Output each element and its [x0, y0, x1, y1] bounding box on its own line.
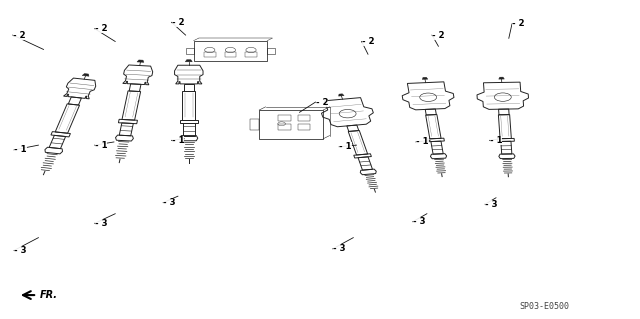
Bar: [298, 115, 310, 121]
Text: - 1: - 1: [172, 136, 184, 145]
Polygon shape: [137, 60, 144, 62]
Polygon shape: [499, 77, 504, 79]
Bar: [278, 124, 291, 130]
Polygon shape: [422, 77, 428, 79]
Text: - 1: - 1: [14, 145, 27, 154]
Text: - 1: - 1: [490, 136, 502, 145]
Text: - 3: - 3: [485, 200, 498, 209]
Text: - 1: - 1: [95, 141, 108, 150]
Text: - 2: - 2: [512, 19, 525, 28]
Bar: [259, 110, 323, 139]
Polygon shape: [82, 74, 89, 76]
Text: - 2: - 2: [362, 37, 374, 46]
Text: - 1: - 1: [339, 142, 352, 151]
Text: SP03-E0500: SP03-E0500: [519, 302, 569, 311]
Text: - 3: - 3: [333, 244, 346, 253]
Text: - 3: - 3: [14, 246, 27, 255]
Text: - 3: - 3: [163, 198, 176, 207]
Polygon shape: [186, 60, 192, 62]
Text: - 2: - 2: [172, 18, 184, 27]
Text: - 3: - 3: [95, 219, 108, 228]
Text: - 2: - 2: [13, 31, 26, 40]
Bar: [268, 48, 275, 54]
Polygon shape: [339, 94, 344, 96]
Text: - 2: - 2: [316, 98, 328, 107]
Text: - 1: - 1: [416, 137, 429, 146]
Text: - 2: - 2: [95, 24, 108, 33]
Bar: [245, 52, 257, 57]
Text: - 3: - 3: [413, 217, 426, 226]
Bar: [186, 48, 193, 54]
Bar: [204, 52, 216, 57]
Bar: [298, 124, 310, 130]
Text: FR.: FR.: [40, 290, 58, 300]
Bar: [250, 119, 259, 130]
Text: - 2: - 2: [432, 31, 445, 40]
Bar: [278, 115, 291, 121]
Bar: [225, 52, 236, 57]
